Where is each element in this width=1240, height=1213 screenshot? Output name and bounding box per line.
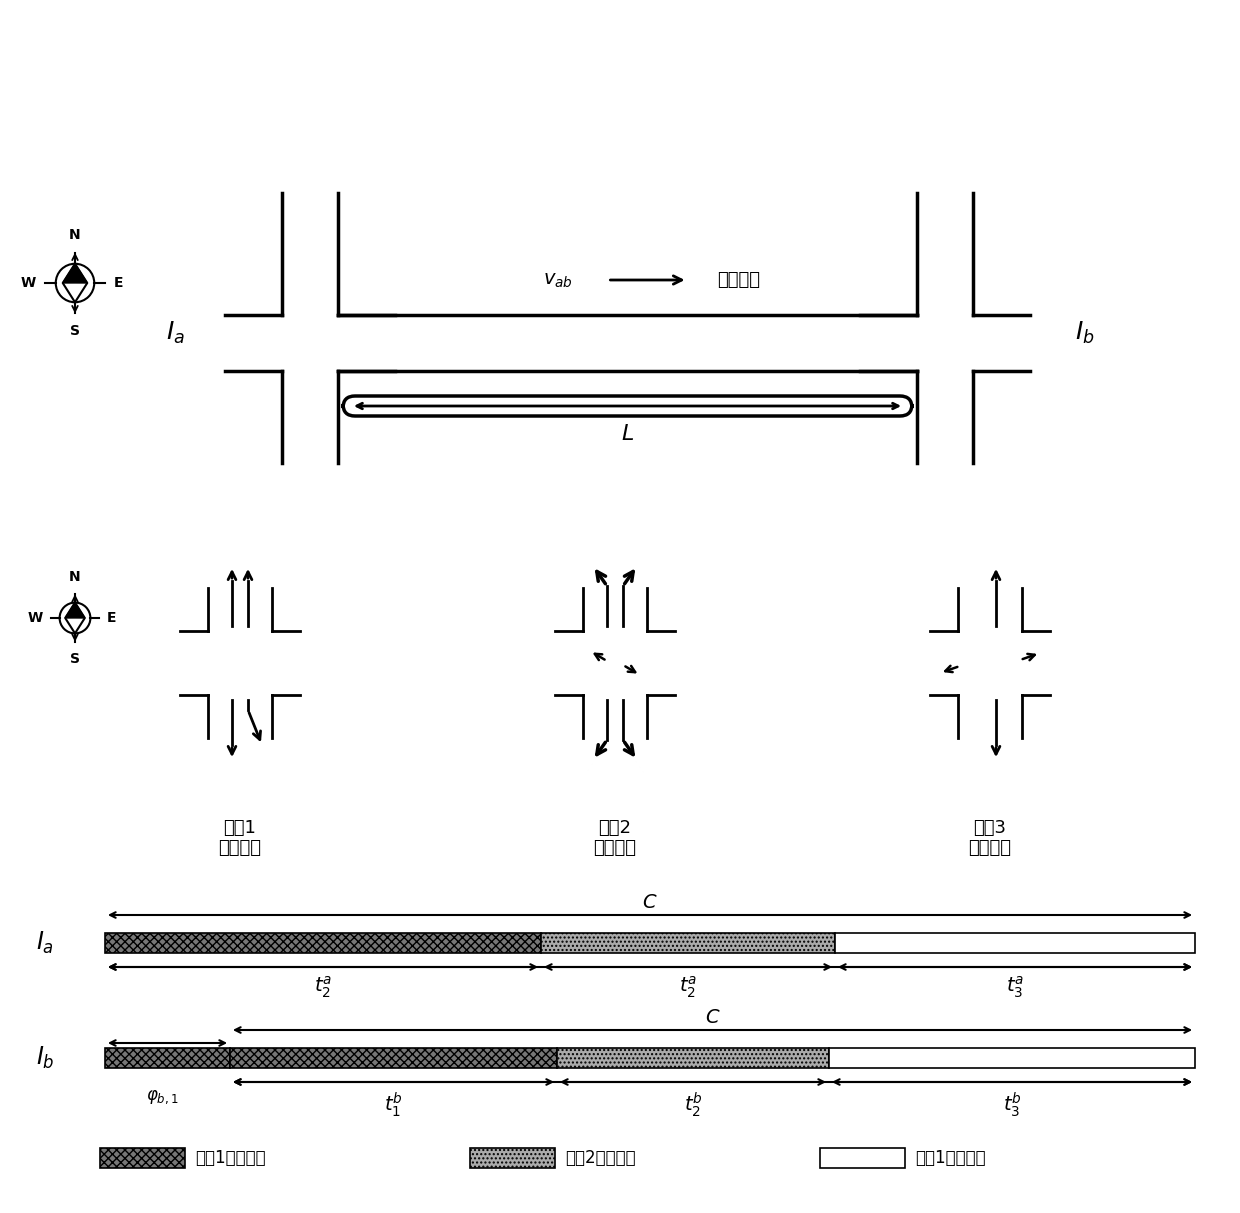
Text: $\varphi_{b,1}$: $\varphi_{b,1}$: [146, 1088, 179, 1106]
Text: N: N: [69, 228, 81, 243]
Bar: [820, 1147, 905, 1168]
FancyBboxPatch shape: [343, 395, 911, 416]
Text: $L$: $L$: [621, 425, 634, 444]
Bar: [830, 1048, 1195, 1067]
Bar: [541, 933, 835, 953]
Text: $t_3^a$: $t_3^a$: [1006, 975, 1024, 1001]
Text: 南北直行: 南北直行: [218, 839, 262, 858]
Bar: [835, 933, 1195, 953]
Text: $t_2^b$: $t_2^b$: [683, 1090, 703, 1118]
Text: 南北左转: 南北左转: [594, 839, 636, 858]
Bar: [470, 1147, 556, 1168]
Text: $v_{ab}$: $v_{ab}$: [543, 270, 573, 290]
Bar: [105, 933, 541, 953]
Polygon shape: [63, 263, 87, 283]
Text: 东西放行: 东西放行: [968, 839, 1012, 858]
Text: $t_2^a$: $t_2^a$: [314, 975, 332, 1001]
Text: 相位1绳灯时段: 相位1绳灯时段: [915, 1149, 986, 1167]
Text: $I_b$: $I_b$: [1075, 320, 1095, 346]
Bar: [105, 1048, 229, 1067]
Text: S: S: [69, 324, 81, 338]
Text: 相位2绳灯时段: 相位2绳灯时段: [565, 1149, 636, 1167]
Text: N: N: [69, 570, 81, 583]
Text: E: E: [107, 611, 117, 625]
Bar: [100, 1147, 185, 1168]
Text: W: W: [27, 611, 43, 625]
Text: $I_b$: $I_b$: [36, 1044, 55, 1071]
Text: S: S: [69, 653, 81, 666]
Text: 下行方向: 下行方向: [718, 270, 760, 289]
Text: $t_1^b$: $t_1^b$: [384, 1090, 403, 1118]
Text: E: E: [114, 277, 124, 290]
Bar: [229, 1048, 557, 1067]
Bar: [557, 1048, 830, 1067]
Text: $I_a$: $I_a$: [165, 320, 185, 346]
Text: $I_a$: $I_a$: [36, 930, 55, 956]
Text: W: W: [21, 277, 36, 290]
Text: 相位2: 相位2: [599, 819, 631, 837]
Polygon shape: [66, 603, 84, 617]
Text: 相位1绳灯时段: 相位1绳灯时段: [195, 1149, 265, 1167]
Text: $C$: $C$: [704, 1008, 720, 1027]
Text: 相位3: 相位3: [973, 819, 1007, 837]
Text: 相位1: 相位1: [223, 819, 257, 837]
Text: $t_2^a$: $t_2^a$: [678, 975, 697, 1001]
Text: $C$: $C$: [642, 893, 657, 912]
Text: $t_3^b$: $t_3^b$: [1002, 1090, 1022, 1118]
